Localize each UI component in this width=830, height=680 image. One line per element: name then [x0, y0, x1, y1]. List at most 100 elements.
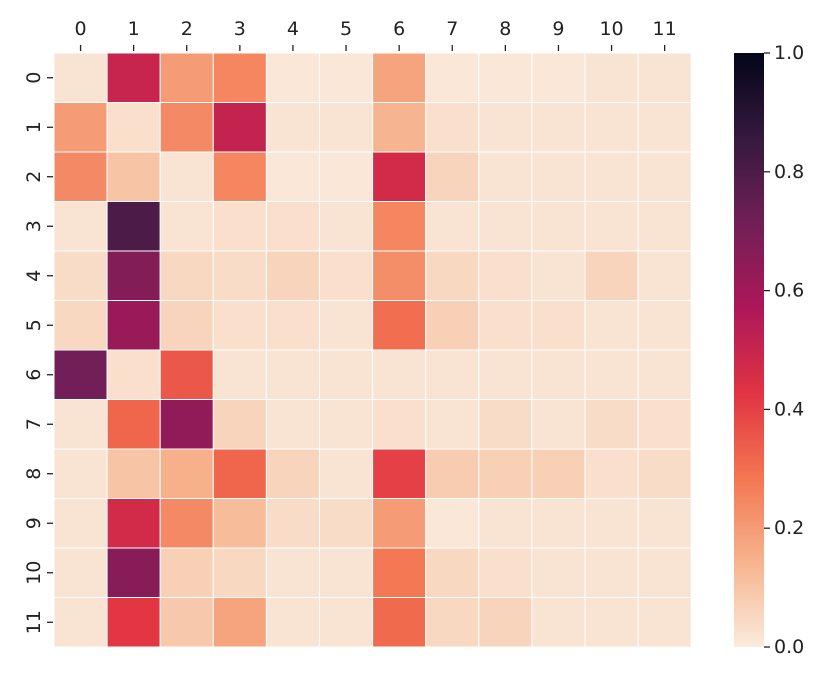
heatmap-cell-r1-c2: [159, 102, 214, 153]
heatmap-cell-r11-c2: [159, 597, 214, 648]
x-tick-label: 3: [234, 18, 246, 40]
heatmap-cell-r6-c2: [159, 349, 214, 400]
heatmap-cell-r5-c0: [53, 300, 108, 351]
heatmap-cell-r1-c9: [531, 102, 586, 153]
heatmap-cell-r1-c10: [584, 102, 639, 153]
y-tick-label: 2: [23, 171, 45, 183]
heatmap-cell-r7-c7: [425, 399, 480, 450]
heatmap-cell-r6-c6: [372, 349, 427, 400]
heatmap-cell-r0-c6: [372, 52, 427, 103]
heatmap-cell-r5-c4: [265, 300, 320, 351]
colorbar-tick-label: 0.6: [774, 280, 804, 302]
heatmap-cell-r7-c3: [212, 399, 267, 450]
heatmap-cell-r4-c0: [53, 250, 108, 301]
y-tick-label: 11: [23, 610, 45, 634]
colorbar: 0.0 0.2 0.4 0.6 0.8 1.0: [734, 42, 804, 658]
heatmap-cell-r5-c10: [584, 300, 639, 351]
heatmap-cell-r4-c1: [106, 250, 161, 301]
heatmap-cell-r10-c5: [319, 547, 374, 598]
heatmap-cell-r6-c5: [319, 349, 374, 400]
heatmap-cell-r11-c8: [478, 597, 533, 648]
x-tick-label: 5: [340, 18, 352, 40]
heatmap-cell-r11-c6: [372, 597, 427, 648]
heatmap-cell-r2-c3: [212, 151, 267, 202]
heatmap-cell-r8-c6: [372, 448, 427, 499]
heatmap-cell-r1-c1: [106, 102, 161, 153]
x-tick-label: 8: [499, 18, 511, 40]
heatmap-cell-r5-c2: [159, 300, 214, 351]
heatmap-cell-r1-c11: [637, 102, 692, 153]
heatmap-cell-r0-c1: [106, 52, 161, 103]
heatmap-cell-r0-c5: [319, 52, 374, 103]
colorbar-tick-label: 0.8: [774, 161, 804, 183]
heatmap-cell-r4-c11: [637, 250, 692, 301]
heatmap-cell-r11-c1: [106, 597, 161, 648]
heatmap-cell-r4-c2: [159, 250, 214, 301]
heatmap-cell-r0-c9: [531, 52, 586, 103]
heatmap-cell-r2-c7: [425, 151, 480, 202]
y-tick-label: 6: [23, 369, 45, 381]
heatmap-cell-r1-c7: [425, 102, 480, 153]
heatmap-cell-r6-c10: [584, 349, 639, 400]
heatmap-cell-r8-c8: [478, 448, 533, 499]
heatmap-cell-r10-c1: [106, 547, 161, 598]
heatmap-cell-r7-c2: [159, 399, 214, 450]
heatmap-cell-r11-c0: [53, 597, 108, 648]
y-tick-label: 9: [23, 517, 45, 529]
heatmap-cell-r1-c4: [265, 102, 320, 153]
heatmap-cell-r3-c0: [53, 201, 108, 252]
colorbar-tick-label: 1.0: [774, 42, 804, 64]
heatmap-cell-r7-c4: [265, 399, 320, 450]
heatmap-cell-r5-c11: [637, 300, 692, 351]
heatmap-cell-r3-c3: [212, 201, 267, 252]
heatmap-cell-r0-c2: [159, 52, 214, 103]
heatmap-cell-r10-c6: [372, 547, 427, 598]
colorbar-gradient: [734, 53, 764, 647]
heatmap-cell-r10-c9: [531, 547, 586, 598]
heatmap-cell-r11-c7: [425, 597, 480, 648]
heatmap-cell-r7-c5: [319, 399, 374, 450]
heatmap-cell-r8-c4: [265, 448, 320, 499]
heatmap-cell-r1-c3: [212, 102, 267, 153]
heatmap-cell-r4-c8: [478, 250, 533, 301]
heatmap-cell-r2-c5: [319, 151, 374, 202]
heatmap-cell-r3-c1: [106, 201, 161, 252]
heatmap-cell-r6-c7: [425, 349, 480, 400]
heatmap-cell-r11-c11: [637, 597, 692, 648]
x-tick-label: 7: [446, 18, 458, 40]
heatmap-cell-r0-c0: [53, 52, 108, 103]
heatmap-cell-r8-c0: [53, 448, 108, 499]
heatmap-cell-r7-c1: [106, 399, 161, 450]
heatmap-cell-r1-c5: [319, 102, 374, 153]
heatmap-cell-r8-c5: [319, 448, 374, 499]
heatmap-cell-r5-c3: [212, 300, 267, 351]
heatmap-cell-r7-c8: [478, 399, 533, 450]
heatmap-cells: [53, 52, 692, 648]
heatmap-cell-r9-c8: [478, 498, 533, 549]
heatmap-cell-r2-c4: [265, 151, 320, 202]
heatmap-cell-r8-c1: [106, 448, 161, 499]
heatmap-cell-r5-c7: [425, 300, 480, 351]
heatmap-cell-r3-c9: [531, 201, 586, 252]
y-tick-label: 8: [23, 468, 45, 480]
heatmap-cell-r10-c11: [637, 547, 692, 598]
heatmap-cell-r5-c5: [319, 300, 374, 351]
heatmap-cell-r10-c7: [425, 547, 480, 598]
heatmap-cell-r5-c6: [372, 300, 427, 351]
y-tick-label: 7: [23, 418, 45, 430]
heatmap-cell-r9-c11: [637, 498, 692, 549]
heatmap-cell-r9-c5: [319, 498, 374, 549]
heatmap-cell-r7-c9: [531, 399, 586, 450]
heatmap-cell-r4-c6: [372, 250, 427, 301]
heatmap-cell-r9-c7: [425, 498, 480, 549]
heatmap-cell-r10-c10: [584, 547, 639, 598]
heatmap-cell-r10-c3: [212, 547, 267, 598]
y-axis-ticks: 0 1 2 3 4 5 6 7 8 9 10 11: [23, 72, 53, 634]
heatmap-cell-r11-c10: [584, 597, 639, 648]
heatmap-cell-r0-c10: [584, 52, 639, 103]
heatmap-cell-r4-c9: [531, 250, 586, 301]
colorbar-tick-label: 0.0: [774, 636, 804, 658]
heatmap-cell-r10-c2: [159, 547, 214, 598]
heatmap-cell-r8-c2: [159, 448, 214, 499]
